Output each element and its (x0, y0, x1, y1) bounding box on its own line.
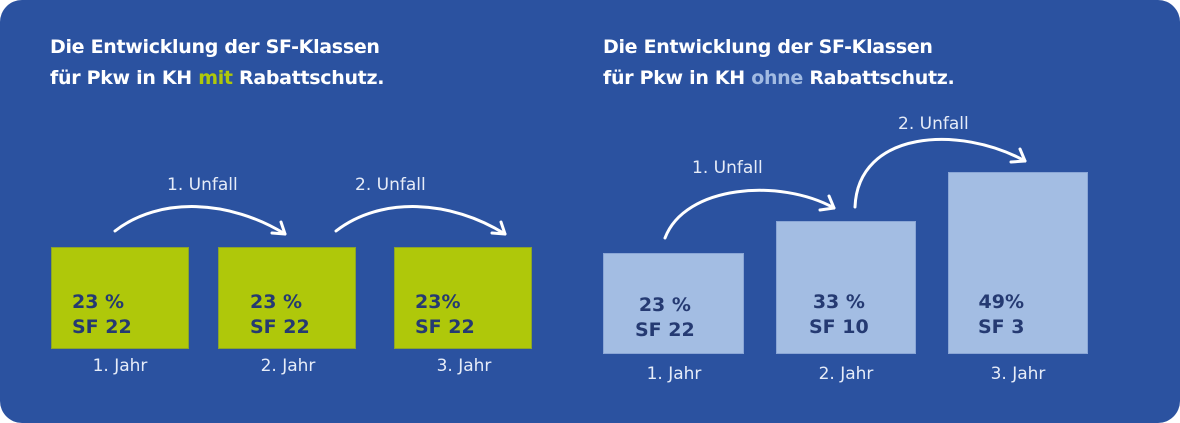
arrow-left-1-icon (113, 205, 287, 236)
left-accident-1-label: 1. Unfall (167, 175, 238, 195)
arrow-left-1-head-icon (270, 220, 287, 236)
right-bar-year-1 (603, 253, 744, 354)
left-title: Die Entwicklung der SF-Klassen für Pkw i… (50, 32, 384, 94)
right-bar-year-3 (948, 172, 1088, 354)
left-title-pre: für Pkw in KH (50, 67, 199, 89)
left-bar-2-year: 2. Jahr (260, 356, 316, 376)
right-accident-1-label: 1. Unfall (692, 158, 763, 178)
left-title-highlight: mit (198, 67, 233, 89)
arrow-right-2-icon (853, 137, 1027, 209)
right-bar-year-2 (776, 221, 916, 354)
left-bar-1-year: 1. Jahr (92, 356, 148, 376)
right-bar-1-value: 23 % SF 22 (635, 294, 695, 341)
right-bar-3-year: 3. Jahr (990, 364, 1046, 384)
right-bar-3-value: 49% SF 3 (978, 291, 1025, 338)
left-title-post: Rabattschutz. (232, 67, 385, 89)
right-bar-2-value: 33 % SF 10 (809, 291, 869, 338)
arrow-right-1-icon (663, 188, 836, 240)
right-title-pre: für Pkw in KH (603, 67, 752, 89)
right-bar-2-year: 2. Jahr (818, 364, 874, 384)
left-bar-2-value: 23 % SF 22 (250, 291, 310, 338)
right-title-post: Rabattschutz. (803, 67, 955, 89)
left-bar-year-3 (394, 247, 532, 349)
right-title: Die Entwicklung der SF-Klassen für Pkw i… (603, 32, 955, 94)
arrow-right-1-head-icon (818, 194, 836, 212)
left-title-line2: für Pkw in KH mit Rabattschutz. (50, 63, 384, 94)
left-bar-3-year: 3. Jahr (436, 356, 492, 376)
left-bar-year-2 (218, 247, 356, 349)
left-accident-2-label: 2. Unfall (355, 175, 426, 195)
right-accident-2-label: 2. Unfall (898, 114, 969, 134)
right-bar-1-year: 1. Jahr (646, 364, 702, 384)
left-bar-3-value: 23% SF 22 (415, 291, 475, 338)
right-title-highlight: ohne (751, 67, 803, 89)
right-title-line1: Die Entwicklung der SF-Klassen (603, 36, 933, 58)
right-title-line2: für Pkw in KH ohne Rabattschutz. (603, 63, 955, 94)
left-bar-1-value: 23 % SF 22 (72, 291, 132, 338)
left-bar-year-1 (51, 247, 189, 349)
arrow-right-2-head-icon (1009, 147, 1027, 164)
arrow-left-2-icon (334, 205, 507, 236)
arrow-left-2-head-icon (490, 220, 507, 236)
left-title-line1: Die Entwicklung der SF-Klassen (50, 36, 380, 58)
